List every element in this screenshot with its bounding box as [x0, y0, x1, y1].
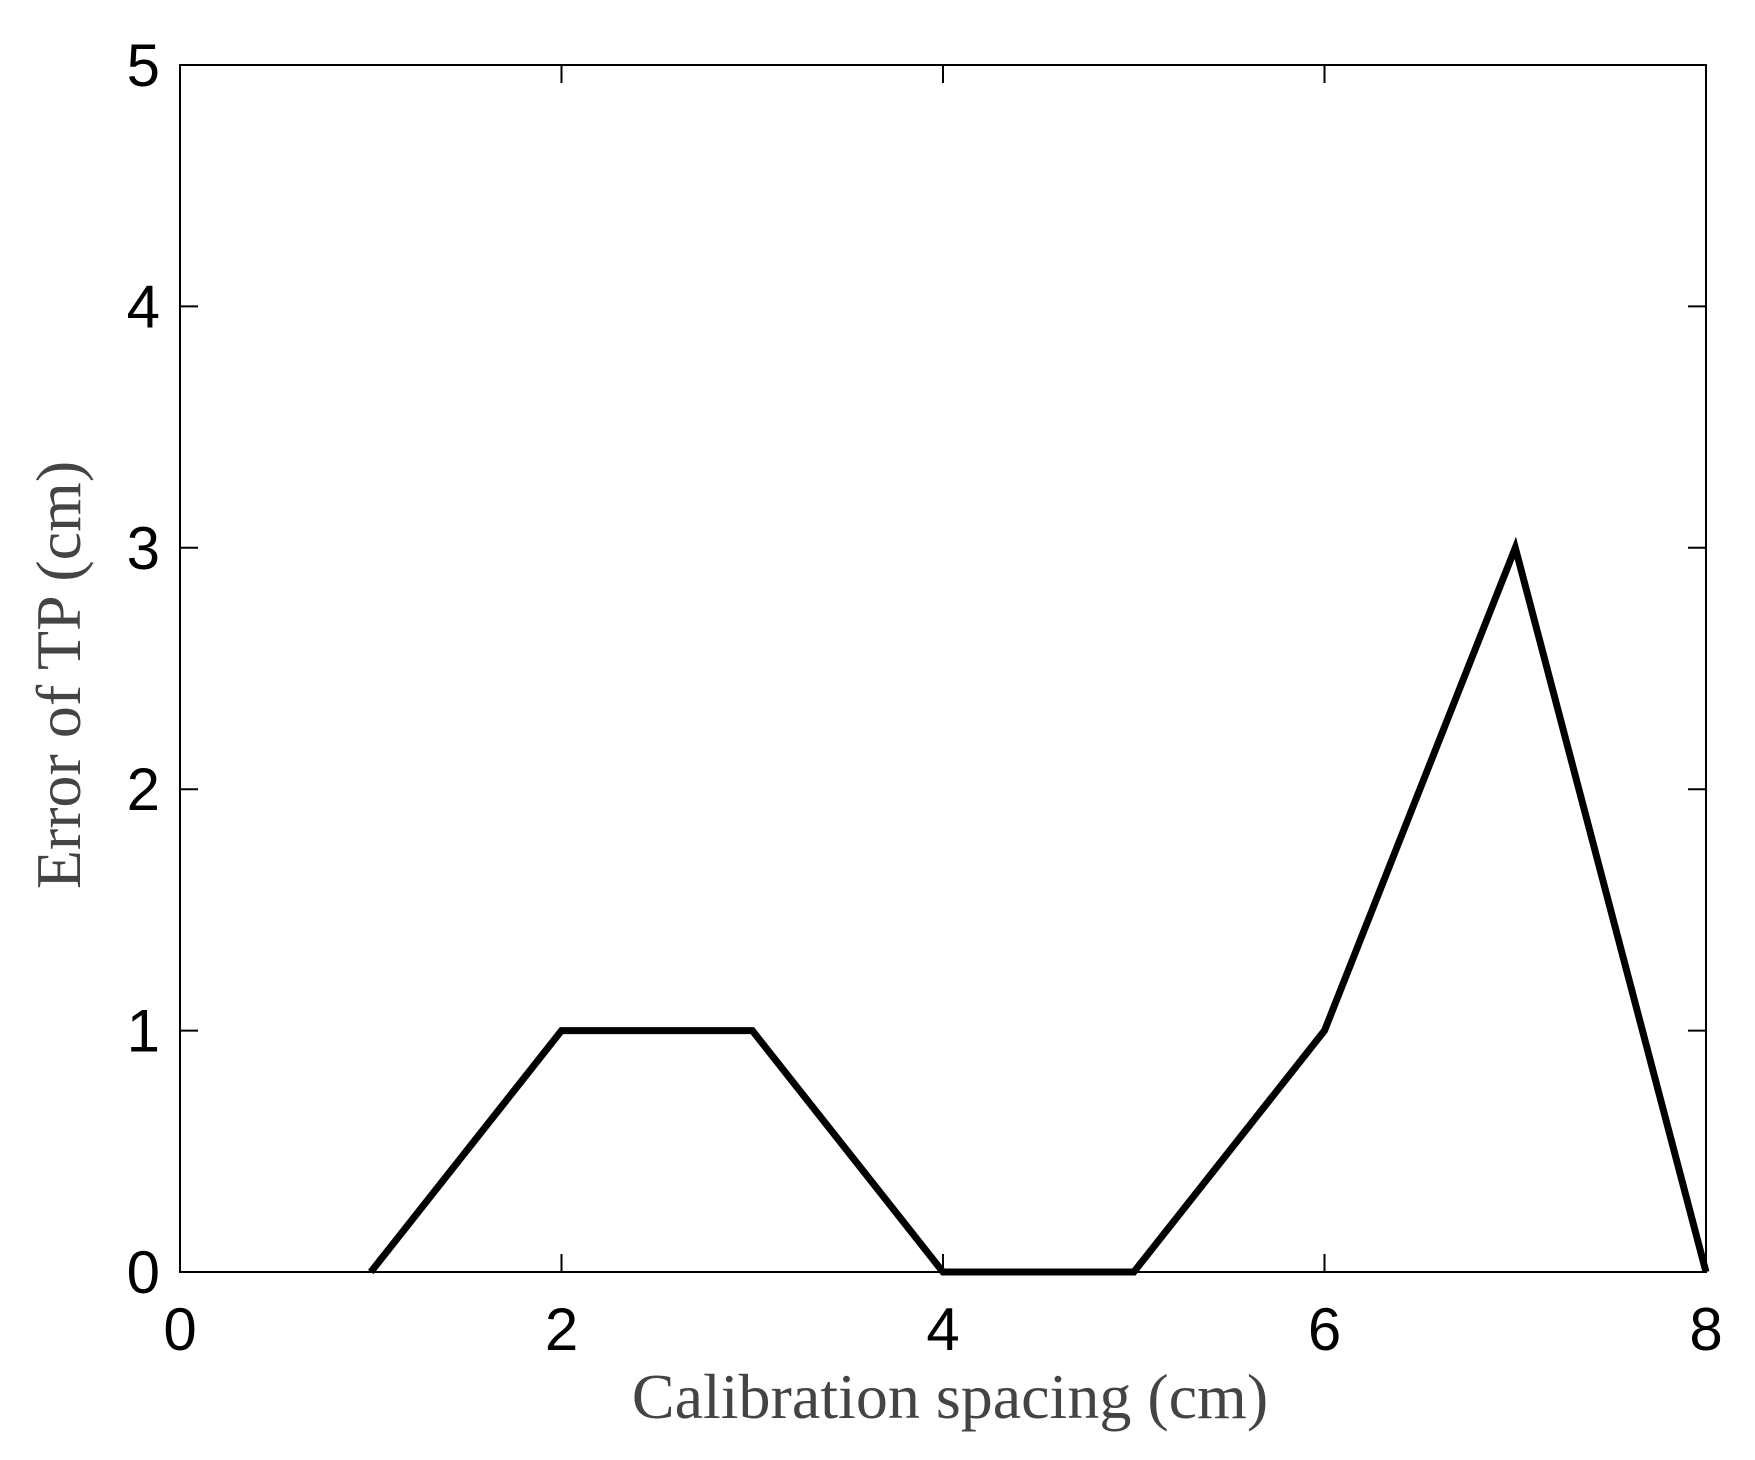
series-layer: [368, 536, 1710, 1276]
y-tick-label: 1: [127, 998, 160, 1065]
x-tick-label: 6: [1308, 1296, 1341, 1363]
x-tick-label: 8: [1689, 1296, 1722, 1363]
data-point: [1514, 546, 1517, 549]
data-point: [560, 1029, 563, 1032]
data-point: [369, 1271, 372, 1273]
data-point: [942, 1271, 944, 1273]
y-tick-label: 3: [127, 515, 160, 582]
y-axis-title: Error of TP (cm): [23, 461, 94, 889]
y-axis-tick-labels: 0 1 2 3 4 5: [127, 32, 160, 1306]
x-axis-title: Calibration spacing (cm): [632, 1361, 1268, 1432]
x-tick-label: 0: [163, 1296, 196, 1363]
plot-border: [179, 64, 1707, 1273]
x-tick-label: 2: [545, 1296, 578, 1363]
data-point: [1323, 1029, 1326, 1032]
y-tick-label: 4: [127, 273, 160, 340]
y-tick-label: 2: [127, 756, 160, 823]
plot-frame: [179, 64, 1707, 1273]
x-tick-label: 4: [926, 1296, 959, 1363]
y-tick-label: 0: [127, 1239, 160, 1306]
x-axis-ticks: [179, 65, 1707, 1272]
data-point: [751, 1029, 754, 1032]
y-axis-ticks: [180, 64, 1706, 1273]
data-point: [1705, 1271, 1707, 1273]
series-line: [368, 536, 1710, 1276]
x-axis-tick-labels: 0 2 4 6 8: [163, 1296, 1722, 1363]
y-tick-label: 5: [127, 32, 160, 99]
data-point: [1132, 1271, 1135, 1273]
